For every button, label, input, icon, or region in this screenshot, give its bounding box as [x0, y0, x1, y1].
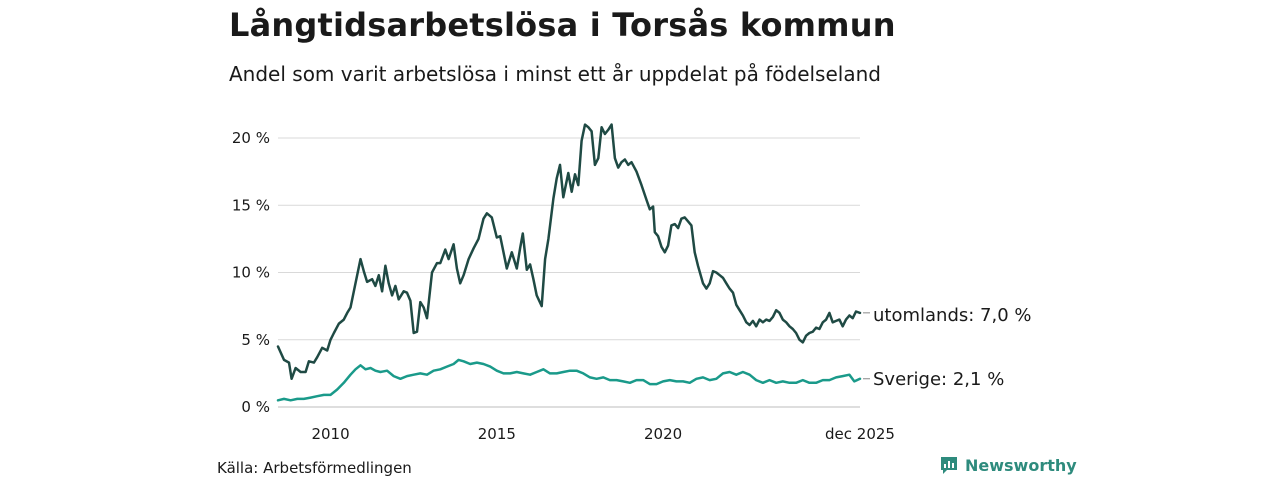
end-label-sverige: Sverige: 2,1 %	[873, 369, 1004, 390]
brand-name: Newsworthy	[965, 455, 1077, 475]
brand-logo[interactable]: Newsworthy	[939, 455, 1077, 475]
x-tick-label: 2015	[478, 425, 516, 443]
newsworthy-logo-icon	[941, 457, 957, 474]
y-tick-label: 10 %	[232, 264, 270, 282]
y-tick-label: 15 %	[232, 196, 270, 214]
y-axis: 0 % 5 % 10 % 15 % 20 %	[232, 129, 270, 416]
y-tick-label: 20 %	[232, 129, 270, 147]
gridlines	[278, 137, 860, 408]
chart-subtitle: Andel som varit arbetslösa i minst ett å…	[229, 62, 881, 86]
y-tick-label: 5 %	[241, 331, 270, 349]
x-axis: 2010 2015 2020 dec 2025	[311, 425, 895, 443]
y-tick-label: 0 %	[241, 398, 270, 416]
x-tick-label: 2020	[644, 425, 682, 443]
x-tick-label: 2010	[311, 425, 349, 443]
series-line-utomlands	[276, 123, 862, 381]
chart-title: Långtidsarbetslösa i Torsås kommun	[229, 6, 896, 44]
series-line-sverige	[276, 358, 862, 402]
series	[276, 123, 862, 402]
end-label-utomlands: utomlands: 7,0 %	[873, 305, 1032, 326]
x-tick-label: dec 2025	[825, 425, 895, 443]
source-note: Källa: Arbetsförmedlingen	[217, 459, 412, 477]
end-labels: utomlands: 7,0 % Sverige: 2,1 %	[863, 305, 1032, 390]
